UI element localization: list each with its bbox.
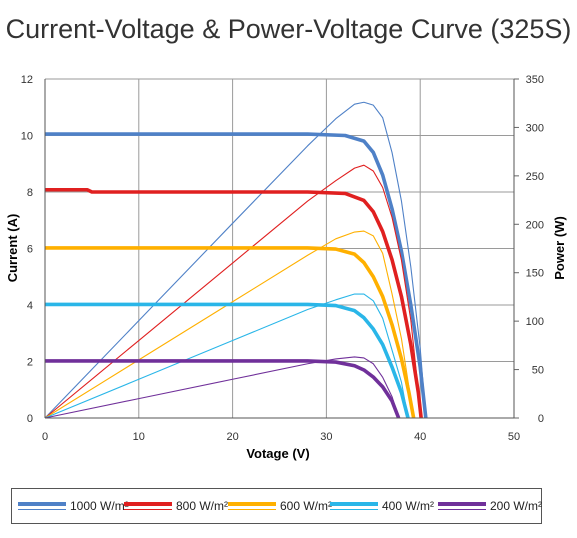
y-right-tick-label: 150 [526, 268, 544, 280]
y-right-tick-label: 100 [526, 316, 544, 328]
legend-swatch [18, 501, 66, 511]
power-curve-800-w-m [44, 164, 422, 419]
x-tick-label: 10 [133, 431, 145, 443]
legend-swatch [330, 501, 378, 511]
legend-item-800-w-m: 800 W/m² [124, 489, 228, 523]
axes-layer [44, 78, 519, 419]
y-left-tick-label: 2 [27, 357, 33, 369]
legend-swatch [438, 501, 486, 511]
y-left-tick-label: 10 [21, 131, 33, 143]
y-right-tick-label: 50 [532, 365, 544, 377]
current-curve-1000-w-m [45, 132, 428, 419]
legend-label: 200 W/m² [490, 499, 543, 513]
legend-label: 600 W/m² [280, 499, 333, 513]
current-curve-200-w-m [45, 359, 401, 419]
x-tick-label: 20 [226, 431, 238, 443]
y-left-tick-label: 12 [21, 74, 33, 86]
y-right-tick-label: 300 [526, 122, 544, 134]
x-axis-label: Votage (V) [246, 446, 309, 461]
y-right-tick-label: 0 [538, 413, 544, 425]
y-left-tick-label: 8 [27, 187, 33, 199]
power-curve-200-w-m [44, 356, 400, 419]
curves-layer [44, 101, 428, 419]
y-right-tick-label: 350 [526, 74, 544, 86]
y-left-tick-label: 4 [27, 300, 33, 312]
legend-item-1000-w-m: 1000 W/m² [18, 489, 129, 523]
legend-item-200-w-m: 200 W/m² [438, 489, 542, 523]
legend-swatch [124, 501, 172, 511]
legend-label: 400 W/m² [382, 499, 435, 513]
legend-label: 1000 W/m² [70, 499, 129, 513]
x-tick-label: 30 [320, 431, 332, 443]
y-right-tick-label: 200 [526, 219, 544, 231]
tick-labels-layer: 0 10 20 30 40 50 0 2 4 6 8 10 12 0 50 100 150 200 250 300 35… [21, 74, 544, 443]
power-curve-400-w-m [44, 293, 409, 419]
x-tick-label: 0 [42, 431, 48, 443]
legend: 1000 W/m² 800 W/m² 600 W/m² 400 W/m² 200 W/m… [11, 488, 542, 524]
chart-title: Current-Voltage & Power-Voltage Curve (3… [5, 14, 572, 44]
power-curve-1000-w-m [44, 101, 427, 419]
x-tick-label: 40 [414, 431, 426, 443]
current-curve-800-w-m [45, 187, 423, 419]
power-curve-600-w-m [44, 230, 415, 419]
x-tick-label: 50 [508, 431, 520, 443]
y-axis-right-label: Power (W) [552, 216, 567, 280]
y-axis-left-label: Current (A) [5, 214, 20, 283]
legend-swatch [228, 501, 276, 511]
current-curve-600-w-m [45, 246, 416, 419]
legend-item-600-w-m: 600 W/m² [228, 489, 332, 523]
current-curve-400-w-m [45, 302, 410, 419]
legend-label: 800 W/m² [176, 499, 229, 513]
y-right-tick-label: 250 [526, 171, 544, 183]
y-left-tick-label: 0 [27, 413, 33, 425]
legend-item-400-w-m: 400 W/m² [330, 489, 434, 523]
y-left-tick-label: 6 [27, 244, 33, 256]
